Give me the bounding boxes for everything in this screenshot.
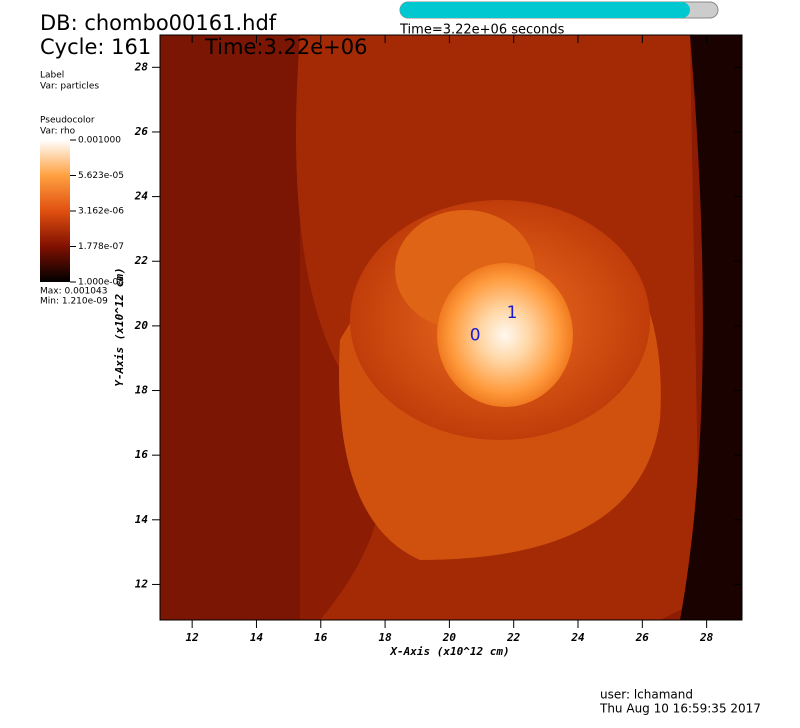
pc-legend-title: Pseudocolor xyxy=(40,116,95,126)
pc-min: Min: 1.210e-09 xyxy=(40,297,108,307)
user: user: lchamand xyxy=(600,688,693,702)
db-name: DB: chombo00161.hdf xyxy=(40,11,277,35)
x-tick-label: 14 xyxy=(250,631,264,644)
particle-label: 0 xyxy=(470,326,481,346)
colorbar-label: 0.001000 xyxy=(78,136,121,146)
y-tick-label: 16 xyxy=(135,448,149,461)
pc-legend-var: Var: rho xyxy=(40,127,76,137)
x-tick-label: 28 xyxy=(699,631,714,644)
colorbar-label: 1.778e-07 xyxy=(78,242,124,252)
x-tick-label: 18 xyxy=(378,631,392,644)
label-legend-var: Var: particles xyxy=(40,82,99,92)
colorbar-label: 3.162e-06 xyxy=(78,207,124,217)
y-tick-label: 18 xyxy=(135,384,149,397)
x-tick-label: 24 xyxy=(570,631,585,644)
y-tick-label: 26 xyxy=(134,125,149,138)
x-tick-label: 26 xyxy=(635,631,650,644)
colorbar-label: 5.623e-05 xyxy=(78,171,124,181)
time: Time:3.22e+06 xyxy=(204,35,367,59)
colorbar-label: 1.000e-08 xyxy=(78,278,124,288)
y-tick-label: 24 xyxy=(134,190,149,203)
y-axis-title: Y-Axis (x10^12 cm) xyxy=(113,267,126,386)
pseudocolor-image xyxy=(160,35,742,620)
slider-label: Time=3.22e+06 seconds xyxy=(399,23,565,38)
y-tick-label: 20 xyxy=(134,319,149,332)
y-tick-label: 12 xyxy=(135,577,149,590)
colorbar xyxy=(40,140,70,282)
x-tick-label: 20 xyxy=(442,631,457,644)
time-slider-fill xyxy=(400,2,690,18)
y-tick-label: 14 xyxy=(135,513,149,526)
x-tick-label: 22 xyxy=(506,631,521,644)
y-tick-label: 22 xyxy=(134,254,149,267)
cycle: Cycle: 161 xyxy=(40,35,151,59)
label-legend-title: Label xyxy=(40,71,64,81)
date: Thu Aug 10 16:59:35 2017 xyxy=(599,702,761,716)
plot-frame xyxy=(159,34,743,621)
x-tick-label: 12 xyxy=(186,631,200,644)
x-tick-label: 16 xyxy=(314,631,328,644)
particle-label: 1 xyxy=(507,303,518,323)
y-tick-label: 28 xyxy=(134,60,149,73)
pc-max: Max: 0.001043 xyxy=(40,287,107,297)
x-axis-title: X-Axis (x10^12 cm) xyxy=(389,645,509,658)
